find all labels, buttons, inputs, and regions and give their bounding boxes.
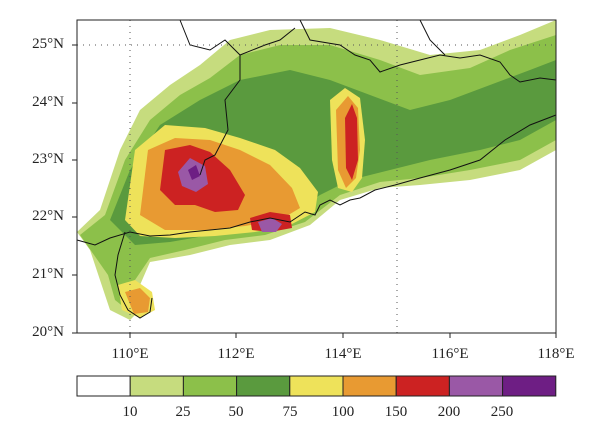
lat-label-25n: 25°N — [32, 36, 64, 52]
precipitation-field — [77, 20, 556, 320]
legend-label-150: 150 — [384, 404, 408, 420]
legend-label-100: 100 — [331, 404, 355, 420]
province-boundary-guangxi — [179, 19, 241, 176]
colorbar-swatch-0 — [76, 375, 131, 397]
colorbar-swatch-7 — [448, 375, 504, 397]
lat-label-20n: 20°N — [32, 324, 64, 340]
lon-label-114e: 114°E — [324, 346, 362, 362]
legend-label-50: 50 — [228, 404, 244, 420]
legend-label-75: 75 — [282, 404, 298, 420]
lon-label-118e: 118°E — [537, 346, 575, 362]
map-frame — [76, 19, 557, 334]
legend-label-10: 10 — [122, 404, 138, 420]
leizhou-peninsula — [114, 231, 153, 319]
colorbar-swatch-6 — [395, 375, 450, 397]
lat-label-23n: 23°N — [32, 151, 64, 167]
axis-ticks — [72, 44, 557, 338]
legend-label-250: 250 — [490, 404, 514, 420]
lat-label-22n: 22°N — [32, 208, 64, 224]
colorbar — [76, 375, 557, 397]
colorbar-swatch-2 — [182, 375, 238, 397]
map-boundaries — [76, 19, 557, 319]
lon-label-110e: 110°E — [111, 346, 149, 362]
colorbar-swatch-5 — [342, 375, 397, 397]
colorbar-swatch-3 — [236, 375, 291, 397]
rain-zone-dark-purple — [188, 165, 200, 180]
colorbar-swatch-8 — [502, 375, 557, 397]
map-gridlines — [77, 20, 556, 333]
colorbar-swatch-4 — [289, 375, 344, 397]
lat-label-21n: 21°N — [32, 266, 64, 282]
lon-label-116e: 116°E — [431, 346, 469, 362]
lat-label-24n: 24°N — [32, 94, 64, 110]
coastline — [76, 114, 557, 246]
legend-label-200: 200 — [437, 404, 461, 420]
lon-label-112e: 112°E — [217, 346, 255, 362]
legend-label-25: 25 — [175, 404, 191, 420]
colorbar-swatch-1 — [129, 375, 184, 397]
